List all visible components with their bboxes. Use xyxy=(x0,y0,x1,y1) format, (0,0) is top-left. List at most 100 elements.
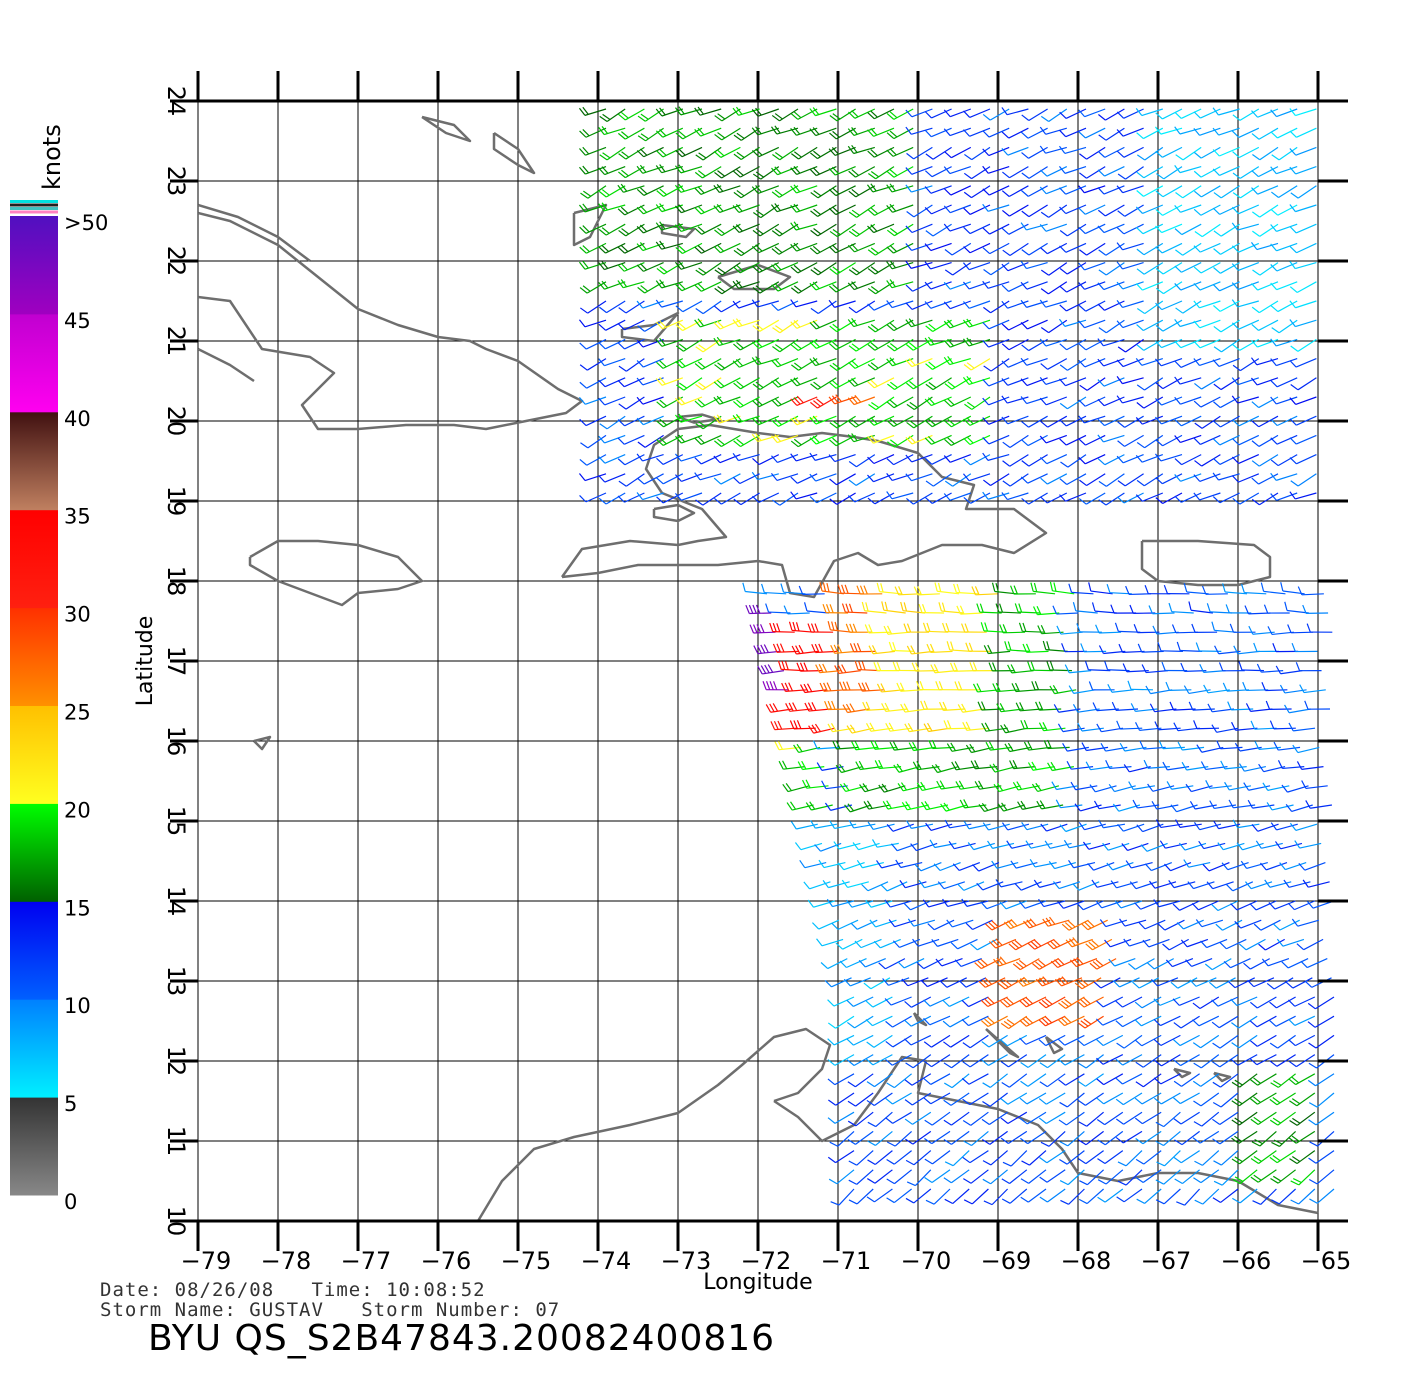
wind-barb xyxy=(828,166,856,176)
wind-barb xyxy=(656,492,684,504)
wind-barb xyxy=(1058,165,1087,174)
wind-barb xyxy=(1097,300,1125,311)
wind-barb xyxy=(982,338,1010,348)
wind-barb xyxy=(1212,472,1240,481)
wind-barb xyxy=(1001,492,1029,501)
wind-barb xyxy=(957,703,985,713)
wind-barb xyxy=(943,166,971,175)
wind-barb xyxy=(1115,1015,1143,1028)
wind-barb xyxy=(1193,300,1221,309)
wind-barb xyxy=(885,1015,912,1028)
wind-barb xyxy=(733,377,760,390)
wind-barb xyxy=(1251,204,1279,218)
wind-barb xyxy=(809,107,837,117)
wind-barb xyxy=(866,1188,893,1203)
wind-barb xyxy=(656,473,684,485)
wind-barb xyxy=(970,760,998,770)
wind-barb xyxy=(982,127,1010,138)
wind-barb xyxy=(1159,840,1187,849)
wind-barb xyxy=(1157,919,1185,931)
wind-barb xyxy=(1136,127,1164,140)
wind-barb xyxy=(890,842,919,852)
wind-barb xyxy=(1043,739,1070,750)
wind-barb xyxy=(828,338,856,351)
wind-barb xyxy=(1258,938,1285,951)
wind-barb xyxy=(752,319,780,332)
wind-barb xyxy=(1022,643,1049,653)
wind-barb xyxy=(924,434,952,445)
wind-barb xyxy=(1174,473,1202,482)
wind-barb xyxy=(982,242,1010,255)
wind-barb xyxy=(962,318,991,328)
wind-barb xyxy=(1289,396,1317,406)
wind-barb xyxy=(888,919,916,928)
wind-barb xyxy=(1057,1034,1085,1046)
wind-barb xyxy=(1079,377,1106,391)
wind-barb xyxy=(617,127,645,140)
wind-barb xyxy=(822,880,850,889)
wind-barb xyxy=(819,682,846,692)
wind-barb xyxy=(1194,1150,1220,1166)
wind-barb xyxy=(834,664,861,675)
wind-barb xyxy=(1155,108,1183,120)
wind-barb xyxy=(1019,1015,1047,1027)
wind-barb xyxy=(1040,281,1068,295)
wind-barb xyxy=(1302,879,1330,888)
wind-barb xyxy=(886,242,914,254)
wind-barb xyxy=(1285,977,1313,989)
wind-barb xyxy=(924,1169,951,1183)
wind-barb xyxy=(1010,860,1038,869)
wind-barb xyxy=(1290,1169,1316,1186)
wind-barb xyxy=(617,279,645,289)
wind-barb xyxy=(982,377,1010,387)
wind-barb xyxy=(771,242,799,255)
wind-barb xyxy=(971,586,998,596)
wind-barb xyxy=(854,938,882,949)
wind-barb xyxy=(827,996,855,1007)
wind-barb xyxy=(867,223,895,234)
wind-barb xyxy=(876,860,904,869)
wind-barb xyxy=(913,586,940,596)
wind-barb xyxy=(912,938,940,947)
wind-barb xyxy=(1290,473,1317,487)
wind-barb xyxy=(863,977,891,990)
wind-barb xyxy=(1039,434,1068,444)
wind-barb xyxy=(675,473,703,482)
wind-barb xyxy=(867,434,895,444)
wind-barb xyxy=(809,357,837,367)
wind-barb xyxy=(1097,377,1125,387)
wind-barb xyxy=(846,1054,874,1067)
wind-barb xyxy=(1040,1130,1066,1147)
wind-barb xyxy=(847,318,875,328)
wind-barb xyxy=(1270,108,1298,118)
wind-barb xyxy=(751,432,779,443)
y-tick-label: 24 xyxy=(162,86,190,117)
wind-barb xyxy=(636,300,664,309)
wind-barb xyxy=(579,454,607,466)
wind-barb xyxy=(1040,492,1068,504)
wind-barb xyxy=(1232,415,1260,427)
wind-barb xyxy=(944,396,972,408)
wind-barb xyxy=(1135,415,1164,425)
storm-info-line: Storm Name: GUSTAV Storm Number: 07 xyxy=(100,1299,561,1321)
wind-barb xyxy=(1116,223,1144,235)
wind-barb xyxy=(1234,919,1262,929)
wind-barb xyxy=(637,281,664,294)
wind-barb xyxy=(1300,958,1328,969)
wind-barb xyxy=(927,919,955,931)
wind-barb xyxy=(1096,1111,1124,1126)
wind-barb xyxy=(1097,1188,1124,1203)
wind-barb xyxy=(924,1150,951,1165)
wind-barb xyxy=(904,1092,932,1106)
wind-barb xyxy=(941,622,968,633)
x-tick-label: −71 xyxy=(821,1247,872,1275)
wind-barb xyxy=(598,280,626,290)
wind-barb xyxy=(1116,1188,1143,1203)
wind-barb xyxy=(1183,859,1211,868)
wind-barb xyxy=(847,394,876,406)
wind-barb xyxy=(1276,938,1305,947)
wind-barb xyxy=(598,319,626,331)
wind-barb xyxy=(1291,642,1318,653)
wind-barb xyxy=(903,900,931,911)
wind-barb xyxy=(1136,396,1164,409)
